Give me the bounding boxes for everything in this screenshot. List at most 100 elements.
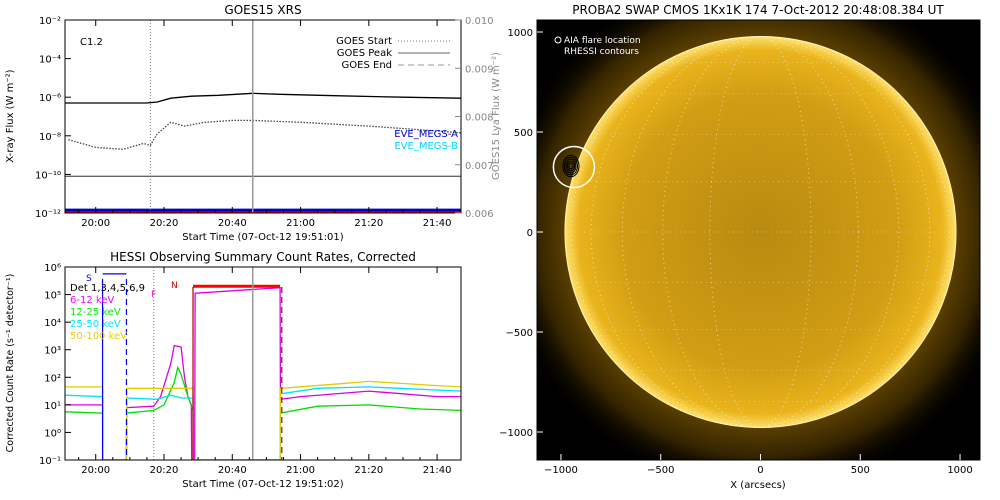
goes-x-tick-label: 20:20 xyxy=(150,218,179,229)
goes-y2-tick-label: 0.006 xyxy=(465,209,494,220)
hessi-x-tick-label: 20:40 xyxy=(218,465,247,476)
swap-legend-aia-marker xyxy=(554,36,562,44)
sun-grid-longitude xyxy=(571,36,950,428)
hessi-x-tick-label: 20:00 xyxy=(81,465,110,476)
goes-x-label: Start Time (07-Oct-12 19:51:01) xyxy=(182,232,343,243)
hessi-x-tick-label: 21:00 xyxy=(286,465,315,476)
sun-grid-longitude xyxy=(590,36,931,428)
hessi-y-tick-label: 10⁵ xyxy=(44,291,61,302)
goes-series-line-0 xyxy=(65,92,461,104)
hessi-y-tick-label: 10² xyxy=(44,373,61,384)
goes-y-tick-label: 10⁻⁸ xyxy=(39,132,61,143)
swap-y-axis: −1000 −500 0 500 1000 xyxy=(499,28,543,439)
goes-y2-tick-label: 0.009 xyxy=(465,64,494,75)
swap-title: PROBA2 SWAP CMOS 1Kx1K 174 7-Oct-2012 20… xyxy=(572,3,944,17)
goes-y-tick-label: 10⁻¹⁰ xyxy=(35,170,61,181)
goes-y-tick-label: 10⁻¹² xyxy=(35,209,61,220)
hessi-chart: HESSI Observing Summary Count Rates, Cor… xyxy=(5,250,462,490)
hessi-series-line-2 xyxy=(65,386,461,460)
goes-y2-label: GOES15 Lya Flux (W m⁻²) xyxy=(491,52,502,180)
hessi-markers xyxy=(101,267,283,460)
sun-limb xyxy=(564,35,957,429)
goes-y-tick-label: 10⁻⁶ xyxy=(39,93,61,104)
goes-y-tick-label: 10⁻⁴ xyxy=(39,55,61,66)
hessi-title: HESSI Observing Summary Count Rates, Cor… xyxy=(110,250,416,264)
swap-y-tick-label: −1000 xyxy=(499,428,533,439)
swap-x-axis: −1000 −500 0 500 1000 xyxy=(544,454,973,476)
hessi-plot-frame xyxy=(64,266,462,461)
goes-x-tick-label: 21:20 xyxy=(354,218,383,229)
goes-legend-peak: GOES Peak xyxy=(337,48,392,59)
hessi-flag-f: F xyxy=(151,290,156,300)
hessi-flag-n: N xyxy=(171,281,178,291)
hessi-y-tick-label: 10⁰ xyxy=(44,428,61,439)
swap-y-tick-label: 1000 xyxy=(508,28,533,39)
swap-y-tick-label: 0 xyxy=(527,228,533,239)
rhessi-contour xyxy=(563,156,579,176)
hessi-x-tick-label: 21:40 xyxy=(423,465,452,476)
swap-x-tick-label: −500 xyxy=(647,465,674,476)
hessi-legend-25-50: 25-50 keV xyxy=(70,319,121,330)
swap-image xyxy=(537,20,980,460)
swap-legend-rhessi-marker xyxy=(554,47,562,55)
hessi-x-tick-label: 21:20 xyxy=(354,465,383,476)
hessi-legend: Det 1,3,4,5,6,9 6-12 keV 12-25 keV 25-50… xyxy=(70,283,145,342)
swap-x-tick-label: −1000 xyxy=(544,465,578,476)
rhessi-contour xyxy=(566,160,576,172)
hessi-x-axis: 20:00 20:20 20:40 21:00 21:20 21:40 xyxy=(78,267,452,476)
goes-y-tick-label: 10⁻² xyxy=(39,16,61,27)
goes-legend-start: GOES Start xyxy=(336,36,392,47)
goes-y2-axis: 0.006 0.007 0.008 0.009 0.010 xyxy=(455,16,494,220)
swap-y-tick-label: −500 xyxy=(506,328,533,339)
goes-eve-megs-b: EVE_MEGS-B xyxy=(394,141,458,152)
rhessi-contour xyxy=(562,154,580,178)
goes-y2-tick-label: 0.008 xyxy=(465,113,494,124)
hessi-legend-det: Det 1,3,4,5,6,9 xyxy=(70,283,145,294)
swap-x-tick-label: 1000 xyxy=(947,465,972,476)
goes-legend: GOES Start GOES Peak GOES End xyxy=(336,36,450,71)
hessi-legend-12-25: 12-25 keV xyxy=(70,307,121,318)
goes-x-axis: 20:00 20:20 20:40 21:00 21:20 21:40 xyxy=(78,20,452,229)
swap-legend-aia: AIA flare location xyxy=(564,36,641,46)
goes-x-tick-label: 20:40 xyxy=(218,218,247,229)
goes-series-group xyxy=(65,92,461,213)
hessi-series-line-0 xyxy=(65,287,461,460)
goes-eve-megs-a: EVE_MEGS-A xyxy=(394,129,458,140)
swap-x-tick-label: 500 xyxy=(851,465,870,476)
swap-legend: AIA flare location RHESSI contours xyxy=(554,36,641,57)
hessi-y-axis: 10⁻¹ 10⁰ 10¹ 10² 10³ 10⁴ 10⁵ 10⁶ xyxy=(39,263,71,467)
goes-chart: GOES15 XRS 20:00 20:20 20:40 21:00 21:20 21:4… xyxy=(5,3,502,243)
swap-legend-rhessi: RHESSI contours xyxy=(564,47,639,57)
hessi-x-tick-label: 20:20 xyxy=(150,465,179,476)
rhessi-contour xyxy=(565,158,577,174)
goes-y2-tick-label: 0.007 xyxy=(465,161,494,172)
sun-grid-longitude xyxy=(662,36,859,428)
goes-x-tick-label: 21:00 xyxy=(286,218,315,229)
hessi-x-label: Start Time (07-Oct-12 19:51:02) xyxy=(182,479,343,490)
goes-legend-end: GOES End xyxy=(342,60,392,71)
swap-plot-frame xyxy=(536,19,981,461)
hessi-y-tick-label: 10¹ xyxy=(44,401,61,412)
goes-plot-frame xyxy=(64,19,462,214)
goes-y2-tick-label: 0.010 xyxy=(465,16,494,27)
swap-y-tick-label: 500 xyxy=(514,128,533,139)
goes-series-line-1 xyxy=(68,119,461,150)
hessi-y-tick-label: 10⁴ xyxy=(44,318,61,329)
goes-x-tick-label: 20:00 xyxy=(81,218,110,229)
rhessi-contours xyxy=(562,154,580,178)
hessi-series-group xyxy=(65,273,461,460)
hessi-y-tick-label: 10³ xyxy=(44,346,61,357)
swap-x-label: X (arcsecs) xyxy=(730,480,786,491)
hessi-flag-s: S xyxy=(86,274,92,284)
goes-y-axis: 10⁻¹² 10⁻¹⁰ 10⁻⁸ 10⁻⁶ 10⁻⁴ 10⁻² xyxy=(35,16,71,220)
goes-annotation: C1.2 xyxy=(80,37,103,48)
swap-x-tick-label: 0 xyxy=(757,465,763,476)
hessi-series-line-1 xyxy=(65,365,461,460)
hessi-legend-50-100: 50-100 keV xyxy=(70,331,127,342)
swap-image-panel: PROBA2 SWAP CMOS 1Kx1K 174 7-Oct-2012 20… xyxy=(499,3,981,491)
goes-title: GOES15 XRS xyxy=(224,3,301,17)
hessi-legend-6-12: 6-12 keV xyxy=(70,295,114,306)
flare-location-circle xyxy=(552,145,596,189)
hessi-y-tick-label: 10⁶ xyxy=(44,263,61,274)
